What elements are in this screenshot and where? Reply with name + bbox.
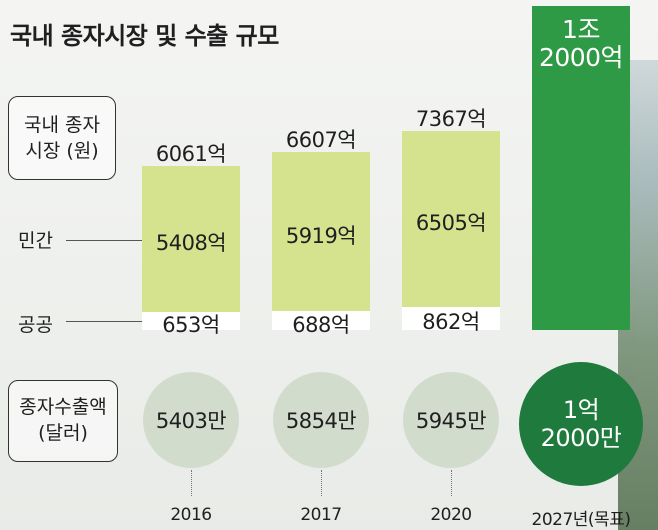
bar-private-2020 [402,131,500,307]
bar-public-2017 [272,311,370,330]
bar-target-2027년(목표) [532,6,630,330]
target-total-label: 1조 2000억 [532,16,630,72]
total-label-2017: 6607억 [285,127,357,152]
year-guide-dots-2016 [191,470,192,496]
private-leader-line [66,240,152,241]
bar-private-2017 [272,151,370,312]
private-label: 민간 [18,230,53,252]
market-label-line1: 국내 종자 [24,114,100,136]
private-value-label-2016: 5408억 [155,231,227,256]
year-label-2016: 2016 [170,505,212,525]
public-value-label-2020: 862억 [422,310,480,335]
year-label-2027년(목표): 2027년(목표) [531,510,631,530]
market-label-line2: 시장 (원) [25,140,99,162]
export-label-box: 종자수출액 (달러) [8,380,118,462]
target-export-line1: 1억 [562,396,600,424]
public-label: 공공 [18,314,53,336]
export-label-line1: 종자수출액 [19,396,107,418]
export-circle-2016: 5403만 [143,372,239,468]
target-total-line2: 2000억 [538,43,624,72]
private-value-label-2017: 5919억 [285,223,357,248]
private-value-label-2020: 6505억 [415,210,487,235]
market-label-box: 국내 종자 시장 (원) [8,96,116,180]
bar-private-2016 [142,166,240,313]
chart-title: 국내 종자시장 및 수출 규모 [10,22,279,50]
year-label-2020: 2020 [430,505,472,525]
export-circle-2020: 5945만 [403,372,499,468]
bar-public-2016 [142,312,240,330]
year-label-2017: 2017 [300,505,342,525]
total-label-2016: 6061억 [155,142,227,167]
target-export-line2: 2000만 [540,424,622,452]
export-circle-target: 1억 2000만 [519,362,643,486]
bar-public-2020 [402,306,500,330]
export-label-line2: (달러) [38,422,88,444]
public-value-label-2017: 688억 [292,312,350,337]
target-total-line1: 1조 [562,15,600,44]
total-label-2020: 7367억 [415,107,487,132]
public-value-label-2016: 653억 [162,313,220,338]
year-guide-dots-2020 [451,470,452,496]
export-circle-2017: 5854만 [273,372,369,468]
public-leader-line [66,321,152,322]
year-guide-dots-2017 [321,470,322,496]
